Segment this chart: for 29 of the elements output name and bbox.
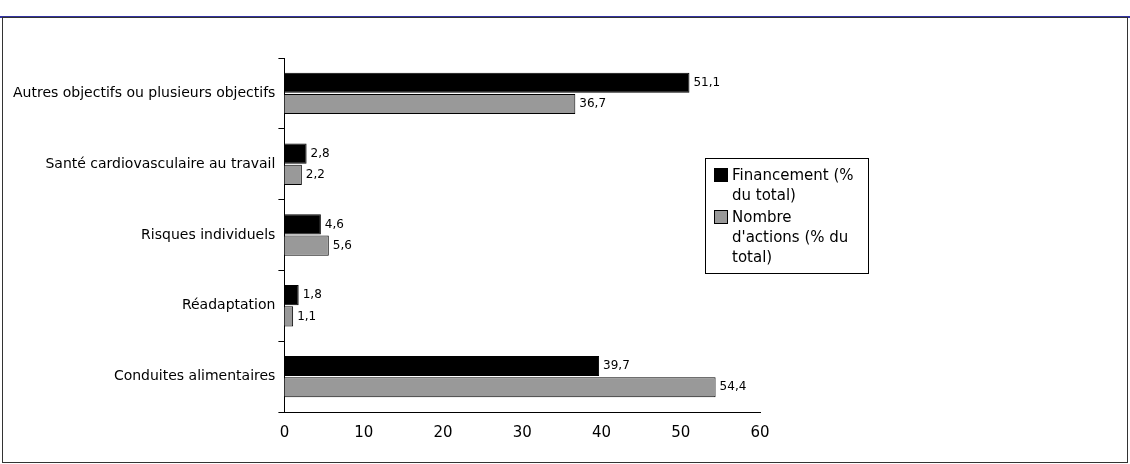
data-label: 2,2 (305, 166, 325, 181)
data-label: 54,4 (719, 379, 747, 394)
bar (284, 72, 690, 93)
y-tick-label: Risques individuels (141, 225, 276, 242)
x-tick-label: 50 (671, 422, 691, 441)
x-tick-label: 10 (354, 422, 374, 441)
bar (284, 214, 321, 235)
data-label: 5,6 (332, 237, 352, 252)
data-label: 39,7 (603, 358, 630, 373)
x-tick-label: 20 (433, 422, 453, 441)
legend-label: Financement (% du total) (732, 165, 855, 205)
bar (284, 285, 299, 306)
legend-label: Nombre d'actions (% du total) (732, 207, 850, 267)
x-tick-label: 30 (512, 422, 532, 441)
bar (284, 355, 600, 377)
data-label: 36,7 (579, 96, 607, 111)
y-tick-label: Santé cardiovasculaire au travail (45, 154, 276, 171)
data-label: 1,1 (297, 308, 317, 323)
x-tick-label: 40 (591, 422, 612, 441)
bar (284, 143, 307, 164)
data-label: 51,1 (693, 74, 721, 89)
x-tick-label: 60 (750, 422, 770, 441)
data-label: 2,8 (310, 145, 330, 160)
y-tick-label: Autres objectifs ou plusieurs objectifs (12, 84, 276, 101)
y-tick-label: Réadaptation (181, 296, 276, 313)
y-tick-label: Conduites alimentaires (113, 367, 276, 384)
data-label: 1,8 (302, 287, 322, 302)
x-tick-label: 0 (279, 422, 290, 441)
data-label: 4,6 (324, 216, 344, 231)
